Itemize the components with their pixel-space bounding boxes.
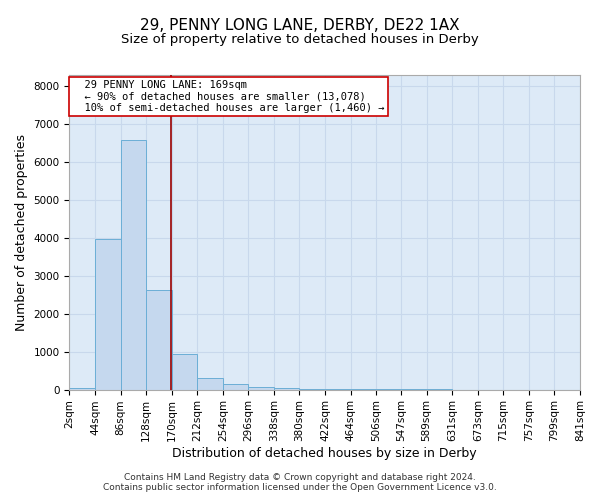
X-axis label: Distribution of detached houses by size in Derby: Distribution of detached houses by size …: [172, 447, 477, 460]
Bar: [95, 238, 121, 390]
Bar: [70, 388, 95, 390]
Bar: [274, 388, 299, 390]
Text: 29 PENNY LONG LANE: 169sqm
  ← 90% of detached houses are smaller (13,078)
  10%: 29 PENNY LONG LANE: 169sqm ← 90% of deta…: [72, 80, 385, 113]
Bar: [223, 384, 248, 390]
Bar: [248, 386, 274, 390]
Text: 29, PENNY LONG LANE, DERBY, DE22 1AX: 29, PENNY LONG LANE, DERBY, DE22 1AX: [140, 18, 460, 32]
Y-axis label: Number of detached properties: Number of detached properties: [15, 134, 28, 331]
Bar: [299, 389, 325, 390]
Text: Size of property relative to detached houses in Derby: Size of property relative to detached ho…: [121, 32, 479, 46]
Text: Contains HM Land Registry data © Crown copyright and database right 2024.
Contai: Contains HM Land Registry data © Crown c…: [103, 473, 497, 492]
Bar: [172, 354, 197, 390]
Bar: [146, 290, 172, 390]
Bar: [197, 378, 223, 390]
Bar: [121, 140, 146, 390]
